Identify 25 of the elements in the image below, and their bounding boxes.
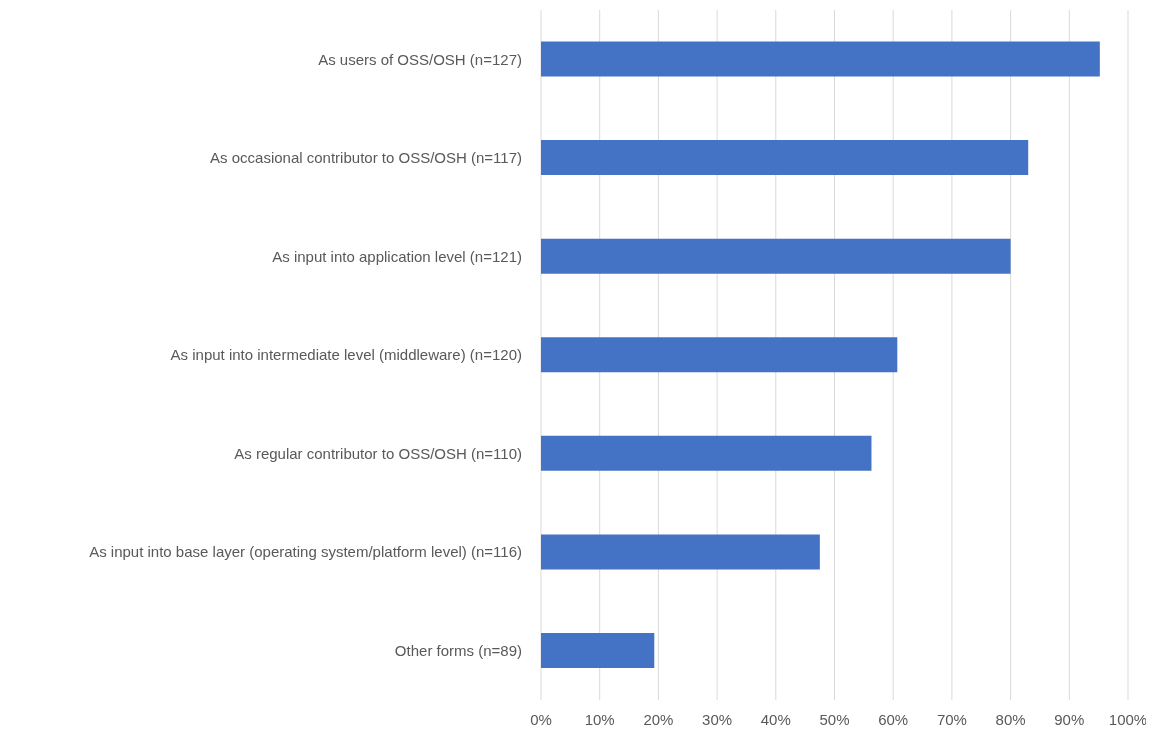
x-tick-label: 70%	[936, 710, 967, 728]
y-tick-label: As occasional contributor to OSS/OSH (n=117)	[210, 149, 522, 167]
x-tick-label: 20%	[643, 710, 674, 728]
y-tick-label: Other forms (n=89)	[394, 642, 522, 660]
y-tick-label: As regular contributor to OSS/OSH (n=110)	[234, 444, 522, 462]
x-tick-label: 0%	[530, 710, 552, 728]
bar	[541, 41, 1100, 77]
bar	[541, 632, 655, 668]
bar	[541, 435, 872, 471]
y-tick-label: As users of OSS/OSH (n=127)	[318, 50, 522, 68]
x-tick-label: 60%	[878, 710, 909, 728]
bar	[541, 238, 1011, 274]
bar	[541, 337, 898, 373]
y-tick-label: As input into application level (n=121)	[272, 247, 522, 265]
x-tick-label: 50%	[819, 710, 850, 728]
x-tick-label: 100%	[1108, 710, 1148, 728]
bar	[541, 140, 1029, 176]
x-tick-label: 80%	[995, 710, 1026, 728]
x-tick-label: 10%	[584, 710, 615, 728]
x-tick-label: 90%	[1054, 710, 1085, 728]
bar	[541, 534, 820, 570]
y-tick-label: As input into base layer (operating system/platform level) (n=116)	[89, 543, 522, 561]
x-tick-label: 40%	[760, 710, 791, 728]
x-tick-label: 30%	[702, 710, 733, 728]
y-tick-label: As input into intermediate level (middleware) (n=120)	[170, 346, 522, 364]
